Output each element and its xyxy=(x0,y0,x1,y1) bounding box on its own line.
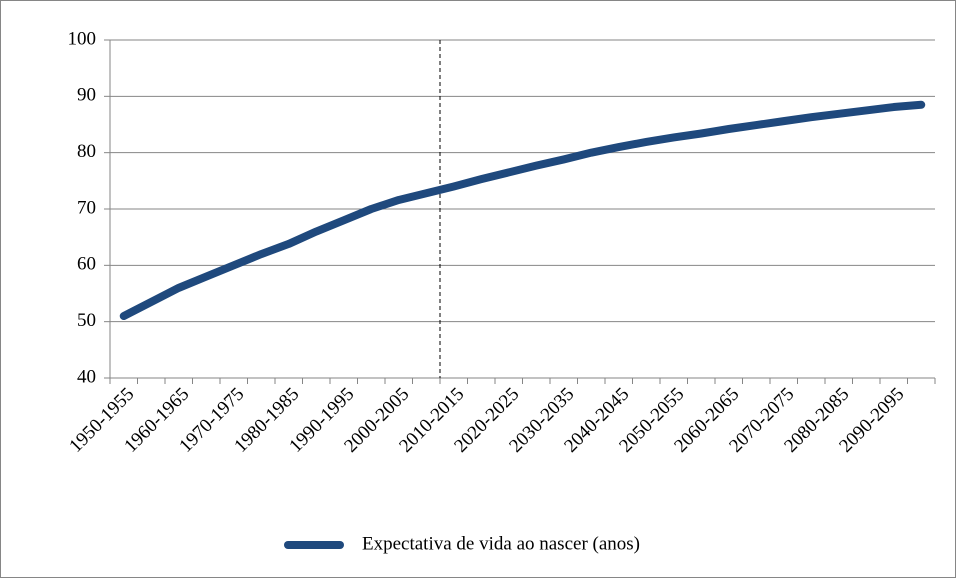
y-tick-label: 100 xyxy=(68,28,97,49)
y-tick-label: 60 xyxy=(77,254,96,275)
y-tick-label: 80 xyxy=(77,141,96,162)
y-tick-label: 70 xyxy=(77,197,96,218)
legend-label: Expectativa de vida ao nascer (anos) xyxy=(362,533,640,554)
y-tick-label: 50 xyxy=(77,310,96,331)
line-series xyxy=(119,100,926,321)
y-tick-label: 40 xyxy=(77,366,96,387)
y-tick-label: 90 xyxy=(77,85,96,106)
